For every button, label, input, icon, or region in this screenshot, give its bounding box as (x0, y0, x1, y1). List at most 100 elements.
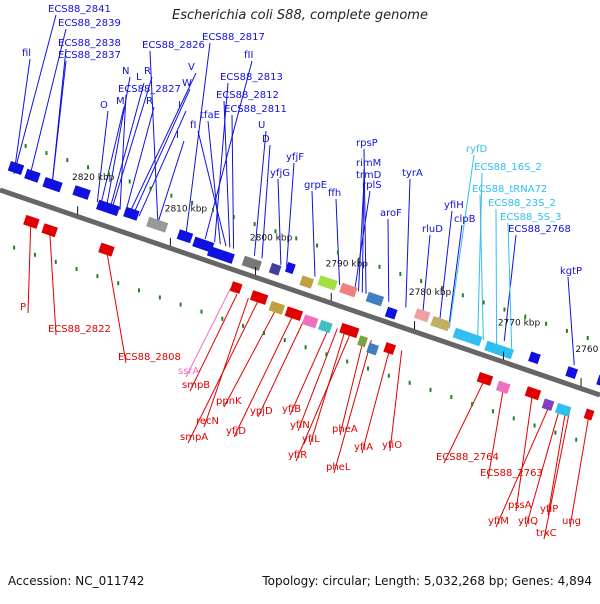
label-leader-line (105, 249, 127, 364)
label-leader-line (13, 58, 31, 174)
gene-features (7, 160, 600, 421)
gene-label-reverse: recN (196, 416, 219, 427)
gene-label-forward: rimM (356, 158, 381, 169)
label-leader-line (443, 378, 486, 464)
track-dot (138, 288, 141, 293)
gene-label-reverse: P (20, 302, 26, 313)
gene-feature (95, 199, 121, 217)
track-dot (107, 172, 110, 177)
label-leader-line (297, 328, 338, 432)
gene-label-forward: ECS88_2812 (216, 90, 279, 101)
track-dot (482, 300, 485, 305)
track-dot (158, 295, 161, 300)
track-dot (450, 395, 453, 400)
track-dot (283, 338, 286, 343)
gene-label-reverse: ECS88_2822 (48, 324, 111, 335)
track-dot (586, 335, 589, 340)
gene-feature (318, 319, 333, 334)
gene-label-forward: ECS88_2811 (224, 104, 287, 115)
genome-backbone (0, 187, 600, 398)
label-leader-line (125, 106, 155, 212)
track-dot (253, 222, 256, 227)
gene-feature (366, 342, 379, 356)
gene-feature (495, 380, 511, 394)
gene-label-forward: M (116, 96, 125, 107)
track-dot (45, 151, 48, 156)
track-dot (262, 331, 265, 336)
gene-label-reverse: ypjD (250, 406, 273, 417)
gene-label-rna: ryfD (466, 144, 488, 155)
gene-label-reverse: yfiP (540, 504, 558, 515)
gene-feature (430, 315, 451, 332)
gene-feature (192, 236, 215, 253)
track-dot (295, 236, 298, 241)
label-leader-line (477, 172, 483, 339)
label-leader-line (223, 307, 278, 408)
gene-label-reverse: yfiQ (518, 516, 538, 527)
track-dot (408, 380, 411, 385)
gene-label-forward: clpB (454, 214, 476, 225)
track-dot (503, 307, 506, 312)
gene-label-forward: I (176, 130, 179, 141)
label-leader-line (422, 234, 431, 314)
scale-tick-label: 2810 kbp (165, 205, 208, 215)
label-leader-lines (13, 14, 590, 540)
label-leader-line (197, 130, 227, 247)
track-dot (211, 207, 214, 212)
gene-label-reverse: ECS88_2763 (480, 468, 543, 479)
gene-label-reverse: pheL (326, 462, 351, 473)
label-leader-line (261, 144, 271, 259)
label-leader-line (110, 82, 145, 207)
track-dot (440, 286, 443, 291)
gene-label-forward: yfiH (444, 200, 464, 211)
track-dot (33, 252, 36, 257)
gene-label-forward: N (122, 66, 129, 77)
track-dot (378, 264, 381, 269)
gene-label-forward: rpsP (356, 138, 378, 149)
gene-label-reverse: ppnK (216, 396, 242, 407)
gene-feature (541, 398, 555, 412)
label-leader-line (257, 317, 306, 418)
gene-feature (384, 306, 398, 320)
label-leader-line (295, 332, 352, 462)
gene-feature (357, 335, 368, 348)
label-leader-line (479, 194, 484, 341)
track-dot (545, 321, 548, 326)
track-dot (346, 359, 349, 364)
track-dot (221, 316, 224, 321)
gene-feature (268, 300, 286, 315)
gene-feature (146, 216, 169, 233)
label-leader-line (111, 76, 153, 208)
track-dot (117, 281, 120, 286)
gene-label-forward: aroF (380, 208, 402, 219)
gene-label-forward: R (146, 96, 153, 107)
gene-label-forward: ECS88_2827 (118, 84, 181, 95)
label-leader-line (119, 94, 127, 210)
label-leader-line (547, 406, 567, 516)
gene-label-rna: ECS88_5S_3 (500, 212, 561, 223)
gene-label-reverse: pheA (332, 424, 358, 435)
genome-summary-text: Topology: circular; Length: 5,032,268 bp… (262, 574, 592, 588)
track-dot (491, 409, 494, 414)
label-leader-line (132, 88, 191, 215)
label-leader-line (389, 350, 403, 452)
track-dot (66, 158, 69, 163)
label-leader-line (311, 190, 316, 277)
label-leader-line (569, 414, 590, 528)
track-dot (179, 302, 182, 307)
track-dot (461, 293, 464, 298)
label-leader-line (223, 100, 231, 248)
gene-label-reverse: yfiA (354, 442, 373, 453)
label-leader-line (203, 297, 249, 428)
gene-label-reverse: yfiM (488, 516, 509, 527)
scale-tick-label: 2780 kbp (409, 288, 452, 298)
scale-tick-label: 2820 kbp (72, 173, 115, 183)
label-leader-line (507, 222, 513, 351)
gene-feature (284, 306, 303, 321)
gene-feature (484, 340, 514, 360)
gene-label-rna: ECS88_16S_2 (474, 162, 542, 173)
gene-label-rna: ECS88_tRNA72 (472, 184, 547, 195)
gene-feature (339, 322, 360, 339)
track-dot (24, 143, 27, 148)
